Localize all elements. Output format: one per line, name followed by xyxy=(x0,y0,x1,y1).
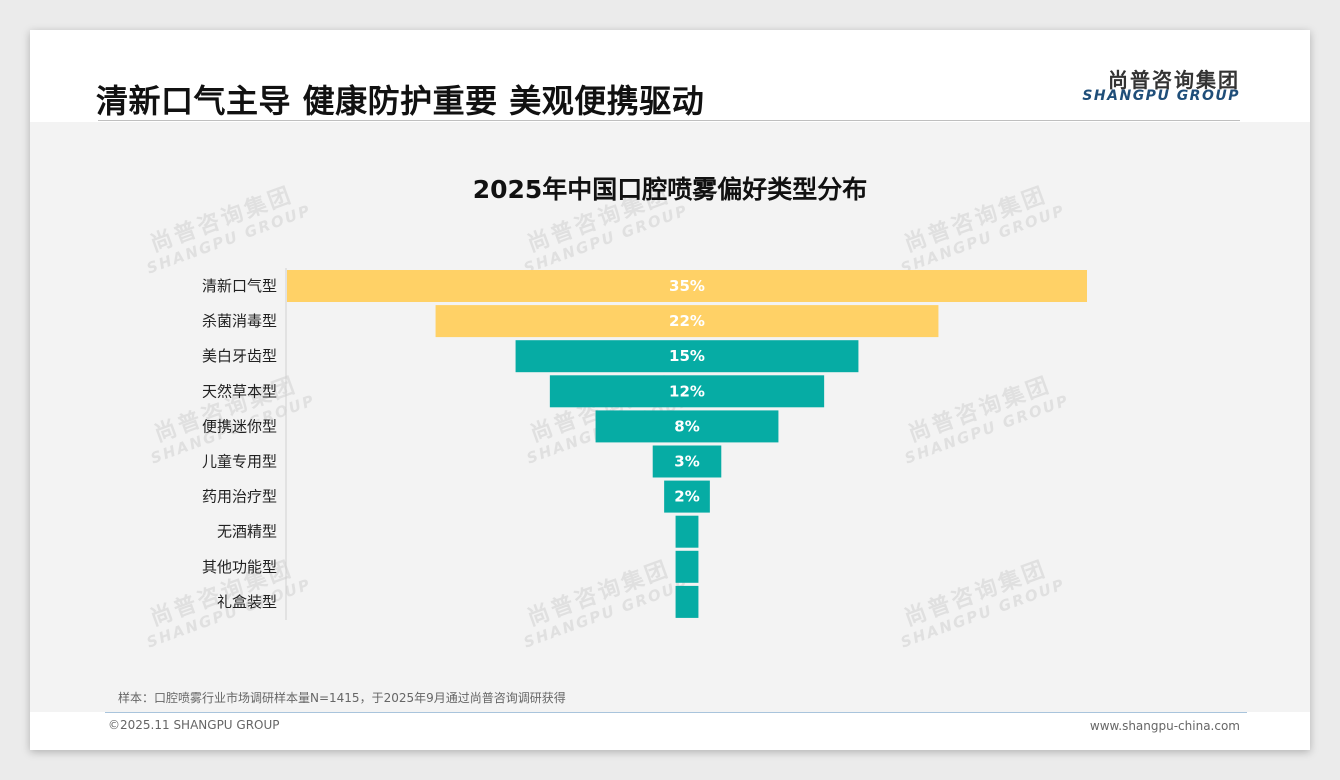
category-label: 天然草本型 xyxy=(202,382,277,400)
funnel-bar xyxy=(287,270,1087,302)
data-label: 22% xyxy=(669,312,705,330)
funnel-bar xyxy=(675,515,699,548)
data-label: 12% xyxy=(669,382,705,400)
category-label: 礼盒装型 xyxy=(217,593,277,611)
funnel-bar xyxy=(515,340,859,373)
data-label: 35% xyxy=(669,277,705,295)
sample-note: 样本：口腔喷雾行业市场调研样本量N=1415，于2025年9月通过尚普咨询调研获… xyxy=(118,691,566,705)
funnel-bar xyxy=(675,550,699,583)
funnel-bar xyxy=(435,305,939,338)
category-label: 无酒精型 xyxy=(217,523,277,541)
category-label: 清新口气型 xyxy=(202,277,277,295)
header-divider xyxy=(98,120,1240,121)
funnel-chart: 清新口气型 35% 杀菌消毒型 22% 美白牙齿型 15% 天然草本型 12% 便携迷你型 8% 儿… xyxy=(202,268,1087,620)
footer-divider xyxy=(105,712,1247,713)
copyright: ©2025.11 SHANGPU GROUP xyxy=(108,718,280,732)
category-label: 儿童专用型 xyxy=(202,453,277,471)
funnel-bar xyxy=(675,585,699,618)
data-label: 15% xyxy=(669,347,705,365)
category-label: 便携迷你型 xyxy=(202,417,277,435)
chart-title: 2025年中国口腔喷雾偏好类型分布 xyxy=(472,175,868,204)
data-label: 2% xyxy=(674,488,699,506)
logo-chinese: 尚普咨询集团 xyxy=(1108,68,1240,92)
funnel-bar xyxy=(664,480,710,513)
data-label: 8% xyxy=(674,417,699,435)
category-label: 美白牙齿型 xyxy=(202,347,277,365)
page-title: 清新口气主导 健康防护重要 美观便携驱动 xyxy=(96,82,705,120)
logo-english: SHANGPU GROUP xyxy=(1082,88,1240,104)
website-link[interactable]: www.shangpu-china.com xyxy=(1089,719,1240,733)
funnel-bar xyxy=(549,375,825,408)
data-label: 3% xyxy=(674,453,699,471)
category-label: 其他功能型 xyxy=(202,558,277,576)
funnel-bar xyxy=(595,410,779,443)
funnel-bar xyxy=(652,445,722,478)
category-label: 杀菌消毒型 xyxy=(202,312,277,330)
slide: 清新口气主导 健康防护重要 美观便携驱动 尚普咨询集团 SHANGPU GROU… xyxy=(30,30,1310,750)
category-label: 药用治疗型 xyxy=(202,488,277,506)
